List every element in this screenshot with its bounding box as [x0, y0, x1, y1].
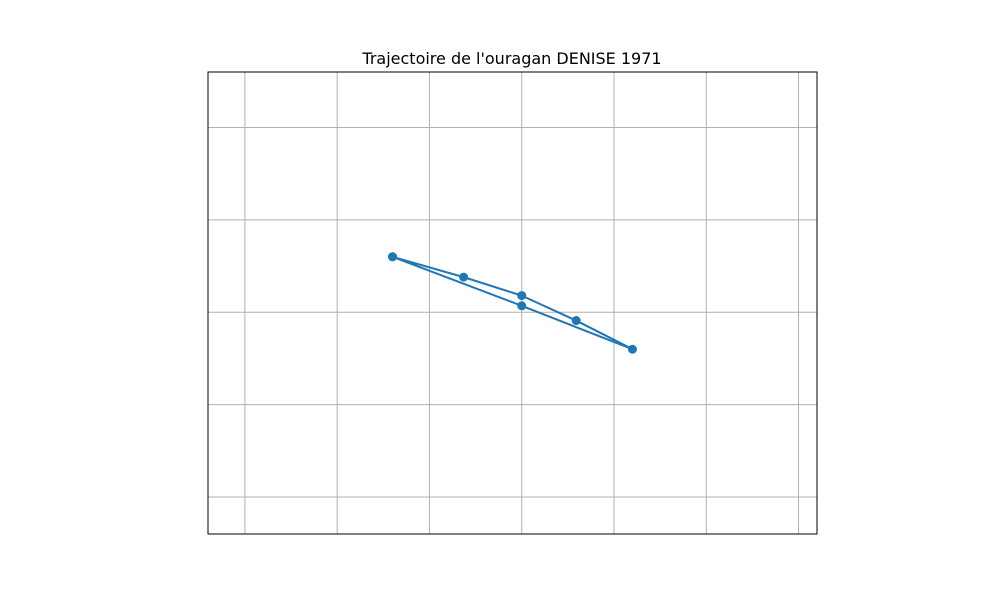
trajectory-point-4	[627, 344, 637, 354]
trajectory-line	[392, 255, 634, 351]
chart-title: Trajectoire de l'ouragan DENISE 1971	[361, 49, 661, 68]
trajectory-point-5	[517, 301, 527, 311]
trajectory-point-6	[388, 252, 398, 262]
trajectory-series	[388, 252, 637, 354]
trajectory-point-2	[517, 291, 527, 301]
grid-lines	[208, 72, 817, 534]
trajectory-point-1	[459, 272, 469, 282]
plot-area-frame	[207, 71, 818, 535]
trajectory-point-3	[571, 316, 581, 326]
